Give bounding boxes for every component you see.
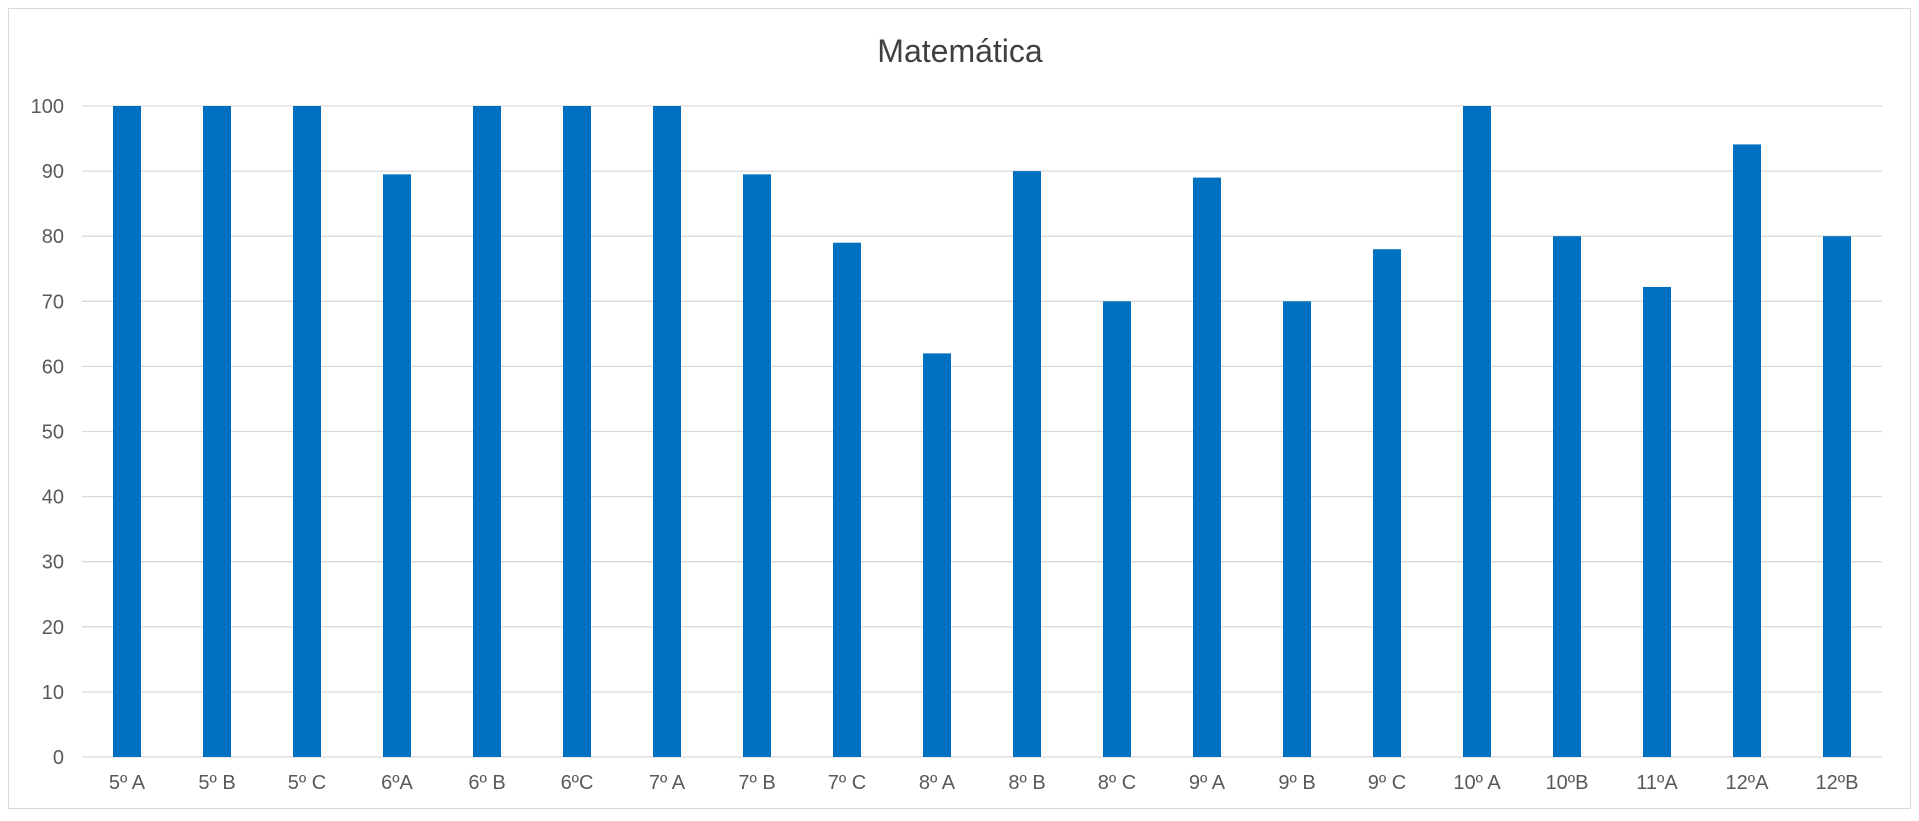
x-tick-label: 7º C <box>828 772 866 794</box>
bars <box>113 106 1851 758</box>
y-tick-label: 30 <box>42 552 64 574</box>
bar <box>743 174 771 758</box>
x-axis-ticks: 5º A 5º B 5º C 6ºA 6º B 6ºC 7º A 7º B 7º C 8º A 8º… <box>109 772 1859 794</box>
gridlines <box>82 105 1882 758</box>
bar <box>473 106 501 757</box>
x-tick-label: 6ºA <box>381 772 413 794</box>
x-tick-label: 11ºA <box>1636 772 1678 794</box>
y-tick-label: 10 <box>42 682 64 704</box>
y-tick-label: 40 <box>42 487 64 509</box>
bar <box>1733 144 1761 757</box>
x-tick-label: 7º B <box>738 772 775 794</box>
x-tick-label: 9º A <box>1189 772 1226 794</box>
y-tick-label: 80 <box>42 226 64 248</box>
x-tick-label: 5º A <box>109 772 146 794</box>
chart-title: Matemática <box>877 33 1043 69</box>
y-tick-label: 70 <box>42 291 64 313</box>
bar <box>563 106 591 757</box>
x-tick-label: 9º C <box>1368 772 1406 794</box>
bar <box>1643 286 1671 757</box>
bar <box>923 353 951 757</box>
x-tick-label: 7º A <box>649 772 686 794</box>
x-tick-label: 8º C <box>1098 772 1136 794</box>
y-axis-ticks: 0 10 20 30 40 50 60 70 80 90 100 <box>31 96 64 769</box>
bar <box>653 106 681 757</box>
x-tick-label: 8º A <box>919 772 956 794</box>
x-tick-label: 12ºB <box>1816 772 1859 794</box>
bar <box>203 106 231 757</box>
x-tick-label: 12ºA <box>1726 772 1770 794</box>
bar <box>1823 236 1851 757</box>
x-tick-label: 5º B <box>198 772 235 794</box>
y-tick-label: 50 <box>42 422 64 444</box>
y-tick-label: 20 <box>42 617 64 639</box>
x-tick-label: 8º B <box>1008 772 1045 794</box>
y-tick-label: 0 <box>53 747 64 769</box>
bar <box>1373 249 1401 757</box>
bar <box>1463 106 1491 757</box>
bar <box>1013 171 1041 758</box>
bar <box>293 106 321 757</box>
x-tick-label: 6º B <box>468 772 505 794</box>
y-tick-label: 100 <box>31 96 64 118</box>
chart-border <box>8 8 1911 809</box>
x-tick-label: 5º C <box>288 772 326 794</box>
x-tick-label: 9º B <box>1278 772 1315 794</box>
bar <box>1553 236 1581 757</box>
x-tick-label: 10º A <box>1453 772 1501 794</box>
bar <box>833 242 861 757</box>
bar <box>1193 177 1221 758</box>
bar <box>383 174 411 758</box>
y-tick-label: 60 <box>42 356 64 378</box>
bar <box>113 106 141 757</box>
bar <box>1283 301 1311 757</box>
x-tick-label: 10ºB <box>1546 772 1589 794</box>
bar <box>1103 301 1131 757</box>
y-tick-label: 90 <box>42 161 64 183</box>
x-tick-label: 6ºC <box>561 772 594 794</box>
